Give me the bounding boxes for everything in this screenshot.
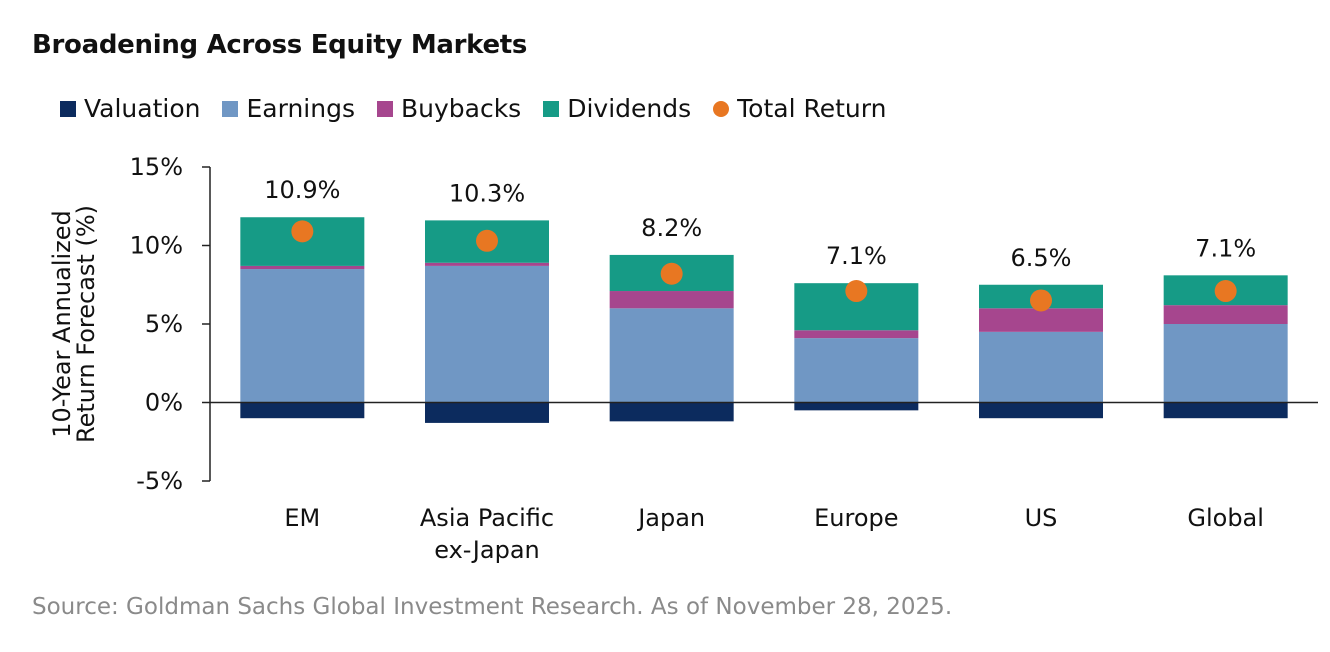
category-label-line: US	[1025, 504, 1058, 532]
bar-segment-buybacks	[979, 308, 1103, 332]
y-tick-label: 15%	[130, 153, 183, 181]
total-return-label: 10.9%	[264, 176, 340, 204]
bar-segment-valuation	[609, 402, 734, 422]
category-label-line: Japan	[636, 504, 705, 532]
bar-segment-earnings	[609, 308, 734, 403]
bar-segment-buybacks	[794, 330, 919, 339]
legend-item-valuation: Valuation	[60, 94, 200, 123]
total-return-label: 8.2%	[641, 214, 702, 242]
category-label: Global	[1187, 504, 1264, 532]
chart-legend: Valuation Earnings Buybacks Dividends To…	[60, 94, 908, 123]
y-axis-title: 10-Year AnnualizedReturn Forecast (%)	[48, 205, 100, 443]
bar-segment-buybacks	[240, 265, 365, 270]
category-label: US	[1025, 504, 1058, 532]
y-axis-title-line: Return Forecast (%)	[72, 205, 100, 443]
legend-swatch-total-return	[713, 100, 730, 117]
legend-swatch-earnings	[222, 100, 239, 117]
bar-segment-earnings	[979, 331, 1103, 403]
bar-segment-valuation	[240, 402, 365, 419]
legend-label-earnings: Earnings	[246, 94, 355, 123]
category-label: EM	[284, 504, 320, 532]
bar-segment-earnings	[240, 269, 365, 403]
legend-swatch-valuation	[60, 100, 76, 117]
bar-segment-valuation	[1163, 402, 1288, 419]
bar-segment-buybacks	[609, 291, 734, 309]
bar-segment-valuation	[979, 402, 1103, 419]
total-return-label: 6.5%	[1011, 244, 1072, 272]
total-return-marker	[660, 262, 683, 285]
legend-swatch-dividends	[543, 100, 560, 117]
category-label-line: ex-Japan	[434, 536, 539, 564]
stacked-bar-chart: -5% 0% 5% 10% 15% 10-Year AnnualizedReturn Fo…	[48, 153, 1318, 564]
legend-swatch-buybacks	[376, 100, 393, 117]
legend-item-total-return: Total Return	[713, 94, 886, 123]
bar-segment-buybacks	[1163, 305, 1288, 324]
legend-label-valuation: Valuation	[84, 94, 201, 123]
y-tick-label: 5%	[145, 310, 183, 338]
legend-label-buybacks: Buybacks	[400, 94, 522, 123]
bar-segment-earnings	[425, 265, 549, 403]
y-tick-label: 10%	[130, 232, 183, 260]
category-label-line: Europe	[814, 504, 898, 532]
total-return-label: 7.1%	[1195, 234, 1256, 262]
total-return-label: 7.1%	[826, 242, 887, 270]
total-return-label: 10.3%	[449, 179, 525, 207]
y-tick-label: -5%	[136, 467, 183, 495]
legend-label-total-return: Total Return	[737, 94, 887, 123]
y-tick-label: 0%	[145, 389, 183, 417]
total-return-marker	[476, 229, 498, 252]
legend-item-earnings: Earnings	[222, 94, 355, 123]
category-label: Asia Pacific ex-Japan	[420, 504, 554, 564]
category-label-line: Global	[1187, 504, 1264, 532]
bar-segment-valuation	[794, 402, 919, 411]
bar-segment-valuation	[425, 402, 549, 423]
y-axis-title-line: 10-Year Annualized	[48, 210, 76, 437]
bar-segment-earnings	[794, 338, 919, 403]
legend-item-buybacks: Buybacks	[376, 94, 522, 123]
total-return-marker	[1214, 280, 1237, 303]
category-label-line: EM	[284, 504, 320, 532]
category-label: Europe	[814, 504, 898, 532]
total-return-marker	[1030, 289, 1052, 312]
category-label-line: Asia Pacific	[420, 504, 554, 532]
bar-segment-buybacks	[425, 262, 549, 266]
legend-item-dividends: Dividends	[543, 94, 691, 123]
total-return-marker	[291, 220, 314, 243]
chart-title: Broadening Across Equity Markets	[32, 30, 528, 60]
total-return-marker	[845, 280, 868, 303]
category-label: Japan	[636, 504, 705, 532]
source-note: Source: Goldman Sachs Global Investment …	[32, 594, 953, 620]
legend-label-dividends: Dividends	[567, 94, 692, 123]
bar-segment-earnings	[1163, 324, 1288, 403]
